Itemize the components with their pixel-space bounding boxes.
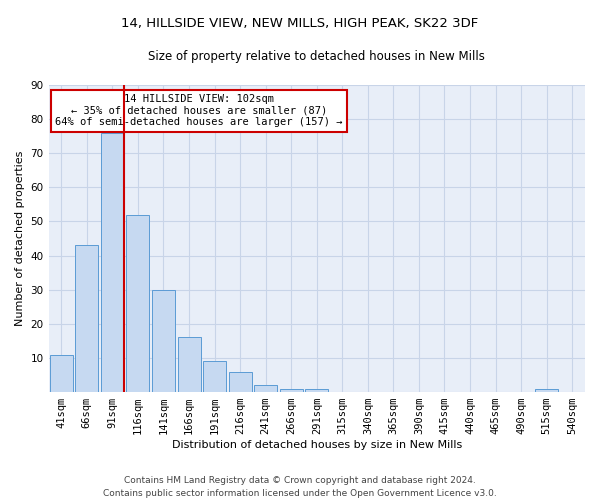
Bar <box>254 386 277 392</box>
Bar <box>229 372 251 392</box>
Bar <box>535 388 558 392</box>
Bar <box>305 388 328 392</box>
Bar <box>178 338 200 392</box>
Text: Contains HM Land Registry data © Crown copyright and database right 2024.
Contai: Contains HM Land Registry data © Crown c… <box>103 476 497 498</box>
Bar <box>101 133 124 392</box>
Bar <box>76 246 98 392</box>
Bar <box>152 290 175 392</box>
Title: Size of property relative to detached houses in New Mills: Size of property relative to detached ho… <box>148 50 485 63</box>
Text: 14, HILLSIDE VIEW, NEW MILLS, HIGH PEAK, SK22 3DF: 14, HILLSIDE VIEW, NEW MILLS, HIGH PEAK,… <box>121 18 479 30</box>
Bar <box>203 362 226 392</box>
Bar <box>280 388 303 392</box>
Y-axis label: Number of detached properties: Number of detached properties <box>15 151 25 326</box>
Text: 14 HILLSIDE VIEW: 102sqm
← 35% of detached houses are smaller (87)
64% of semi-d: 14 HILLSIDE VIEW: 102sqm ← 35% of detach… <box>55 94 343 128</box>
Bar <box>127 214 149 392</box>
Bar <box>50 354 73 392</box>
X-axis label: Distribution of detached houses by size in New Mills: Distribution of detached houses by size … <box>172 440 462 450</box>
